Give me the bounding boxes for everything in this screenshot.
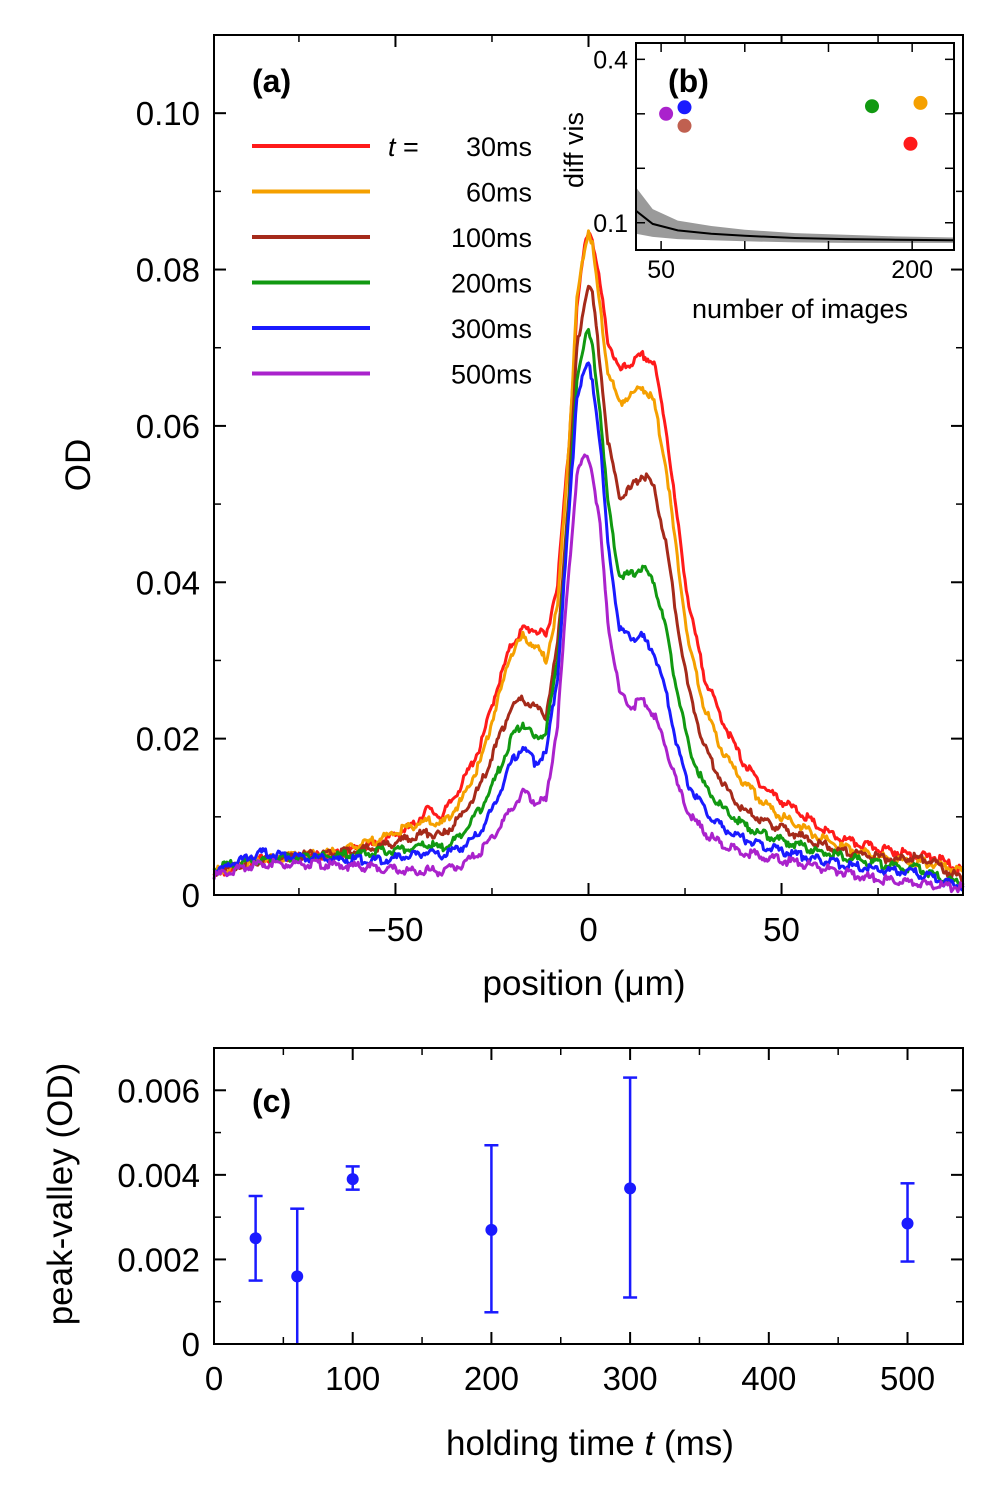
inset-y-tick-label: 0.1	[593, 210, 628, 238]
y-tick-label: 0	[182, 877, 200, 914]
panel-c-label: (c)	[252, 1083, 291, 1119]
inset-x-tick-label: 50	[647, 256, 675, 284]
c-y-tick-label: 0	[182, 1326, 200, 1363]
panel-b-xlabel: number of images	[692, 294, 908, 324]
inset-y-tick-label: 0.4	[593, 46, 628, 74]
panel-b-frame	[635, 42, 955, 251]
legend-label-300ms: 300ms	[451, 314, 532, 344]
c-x-tick-label: 400	[741, 1360, 796, 1397]
panel-b-label: (b)	[668, 63, 709, 99]
panel-c-xlabel-prefix: holding time	[446, 1424, 644, 1463]
legend-t-equals: =	[396, 132, 419, 162]
legend-label-60ms: 60ms	[466, 178, 532, 208]
panel-c-xlabel: holding time t (ms)	[446, 1424, 734, 1463]
legend-label-200ms: 200ms	[451, 269, 532, 299]
panel-a-xlabel: position (μm)	[483, 964, 686, 1003]
reference-mean-line	[635, 210, 955, 242]
series-line-200ms	[212, 328, 965, 889]
panel-c-peak-valley: 0 0.002 0.004 0.006 0 100 200 300 400 500 (c) pea…	[41, 1047, 964, 1463]
panel-c-frame	[213, 1047, 964, 1345]
legend: 30ms 60ms 100ms 200ms 300ms 500ms t =	[252, 132, 532, 390]
panel-c-ylabel: peak-valley (OD)	[41, 1063, 80, 1326]
y-tick-label: 0.10	[136, 95, 200, 132]
c-x-tick-label: 500	[880, 1360, 935, 1397]
data-point-100ms	[346, 1173, 359, 1186]
panel-a-frame	[213, 34, 964, 896]
data-point-300ms	[624, 1182, 637, 1195]
y-tick-label: 0.02	[136, 721, 200, 758]
legend-label-100ms: 100ms	[451, 223, 532, 253]
inset-background	[636, 43, 954, 250]
inset-point-t-300ms	[677, 100, 692, 115]
c-y-tick-label: 0.004	[117, 1157, 200, 1194]
inset-point-t-30ms	[903, 136, 918, 151]
panel-b-ylabel: diff vis	[559, 112, 589, 188]
series-line-300ms	[212, 361, 965, 892]
panel-c-xlabel-suffix: (ms)	[654, 1424, 734, 1463]
inset-point-t-100ms	[677, 118, 692, 133]
y-tick-label: 0.06	[136, 408, 200, 445]
c-y-tick-label: 0.002	[117, 1241, 200, 1278]
legend-t-italic: t	[388, 132, 397, 162]
panel-a-od-profiles: 0 0.02 0.04 0.06 0.08 0.10 −50 0 50 (a) OD posit…	[59, 34, 965, 1003]
x-tick-label: 0	[579, 911, 597, 948]
c-x-tick-label: 300	[603, 1360, 658, 1397]
legend-label-500ms: 500ms	[451, 360, 532, 390]
y-tick-label: 0.04	[136, 564, 200, 601]
inset-point-t-500ms	[659, 106, 674, 121]
data-point-60ms	[291, 1270, 304, 1283]
c-x-tick-label: 100	[325, 1360, 380, 1397]
reference-band	[636, 187, 954, 243]
data-point-200ms	[485, 1223, 498, 1236]
data-point-500ms	[901, 1217, 914, 1230]
x-tick-label: −50	[367, 911, 423, 948]
x-tick-label: 50	[763, 911, 800, 948]
inset-point-t-60ms	[913, 95, 928, 110]
panel-a-ylabel: OD	[59, 439, 98, 492]
legend-t-prefix: t =	[388, 132, 419, 162]
y-tick-label: 0.08	[136, 252, 200, 289]
series-line-500ms	[212, 453, 964, 894]
c-y-tick-label: 0.006	[117, 1072, 200, 1109]
legend-label-30ms: 30ms	[466, 132, 532, 162]
inset-x-tick-label: 200	[891, 256, 933, 284]
panel-a-label: (a)	[252, 63, 291, 99]
c-x-tick-label: 0	[205, 1360, 223, 1397]
panel-b-inset: 0.1 0.4 50 200 (b) diff vis number of image…	[559, 42, 955, 324]
panel-c-xlabel-italic: t	[645, 1424, 656, 1463]
inset-point-t-200ms	[865, 99, 879, 114]
data-point-30ms	[249, 1232, 262, 1245]
c-x-tick-label: 200	[464, 1360, 519, 1397]
